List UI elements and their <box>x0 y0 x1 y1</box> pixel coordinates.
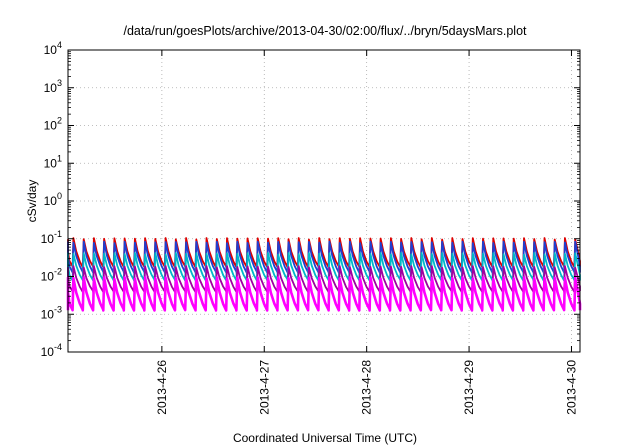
y-axis-label: cSv/day <box>25 180 39 223</box>
axes: 10-4 10-3 10-2 10-1 100 101 102 103 104 2013-4-26… <box>41 40 580 415</box>
y-tick-label: 10-3 <box>41 304 62 321</box>
series-line <box>66 276 582 312</box>
y-tick-label: 102 <box>44 116 62 133</box>
x-tick-label: 2013-4-27 <box>257 360 271 415</box>
series-line <box>67 265 581 293</box>
series-layer <box>66 237 582 312</box>
y-tick-label: 10-1 <box>41 229 62 246</box>
y-tick-label: 101 <box>44 153 62 170</box>
grid <box>68 50 580 352</box>
y-tick-label: 10-2 <box>41 267 62 284</box>
x-tick-label: 2013-4-30 <box>564 360 578 415</box>
x-tick-label: 2013-4-28 <box>360 360 374 415</box>
series-line <box>67 237 581 269</box>
y-tick-label: 104 <box>44 40 62 57</box>
series-line <box>67 252 581 282</box>
y-tick-label: 103 <box>44 78 62 95</box>
series-line <box>67 240 581 274</box>
x-tick-label: 2013-4-26 <box>155 360 169 415</box>
x-axis-label: Coordinated Universal Time (UTC) <box>233 431 417 445</box>
chart-title: /data/run/goesPlots/archive/2013-04-30/0… <box>123 24 527 38</box>
y-tick-label: 100 <box>44 191 62 208</box>
y-tick-label: 10-4 <box>41 342 62 359</box>
x-tick-label: 2013-4-29 <box>462 360 476 415</box>
